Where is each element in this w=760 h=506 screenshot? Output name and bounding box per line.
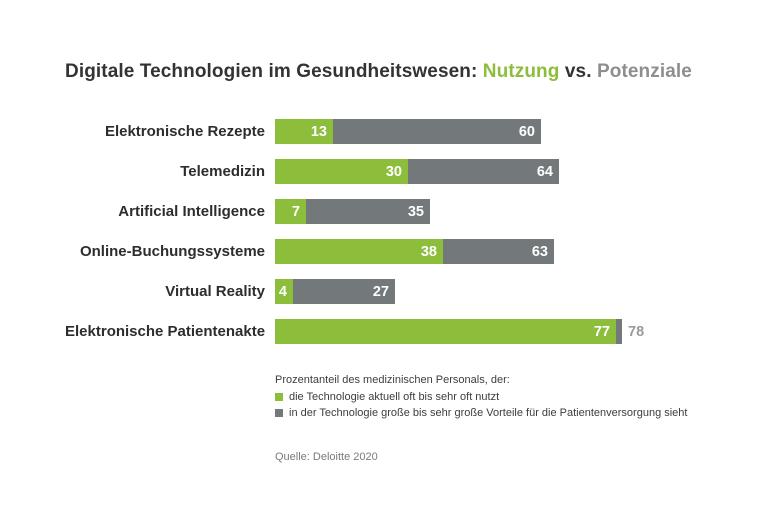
bar-track: 77 78 [275,319,644,344]
potential-value-label-outside: 78 [628,323,645,340]
bar-row: Elektronische Patientenakte 77 78 [65,319,644,344]
usage-bar-segment: 4 [275,279,293,304]
bar-track: 30 64 [275,159,559,184]
bar-row: Elektronische Rezepte 13 60 [65,119,644,144]
bar-track: 4 27 [275,279,395,304]
category-label: Virtual Reality [165,283,265,300]
potential-legend-swatch [275,409,283,417]
potential-bar-segment [616,319,622,344]
bar-chart: Elektronische Rezepte 13 60 Telemedizin 30 64… [65,119,644,359]
usage-legend-swatch [275,393,283,401]
potential-bar-segment: 27 [293,279,395,304]
usage-bar-segment: 77 [275,319,616,344]
potential-bar-segment: 35 [306,199,430,224]
potential-bar-segment: 60 [333,119,541,144]
category-label: Artificial Intelligence [118,203,265,220]
source-note: Quelle: Deloitte 2020 [275,451,378,463]
bar-row: Virtual Reality 4 27 [65,279,644,304]
usage-bar-segment: 7 [275,199,306,224]
legend-heading: Prozentanteil des medizinischen Personal… [275,374,510,386]
bar-row: Artificial Intelligence 7 35 [65,199,644,224]
bar-row: Online-Buchungssysteme 38 63 [65,239,644,264]
category-label: Online-Buchungssysteme [79,243,265,260]
title-nutzung: Nutzung [482,61,560,82]
potential-bar-segment: 63 [443,239,554,264]
bar-row: Telemedizin 30 64 [65,159,644,184]
category-label: Elektronische Patientenakte [65,323,266,340]
bar-track: 13 60 [275,119,541,144]
legend-label: in der Technologie große bis sehr große … [289,407,688,419]
usage-bar-segment: 30 [275,159,408,184]
legend-label: die Technologie aktuell oft bis sehr oft… [289,391,500,403]
chart-title: Digitale Technologien im Gesundheitswese… [65,61,692,83]
bar-track: 7 35 [275,199,430,224]
title-vs: vs. [559,61,597,82]
legend: Prozentanteil des medizinischen Personal… [275,374,687,419]
usage-bar-segment: 13 [275,119,333,144]
bar-track: 38 63 [275,239,554,264]
title-potenziale: Potenziale [596,61,692,82]
legend-items: die Technologie aktuell oft bis sehr oft… [275,391,687,419]
potential-bar-segment: 64 [408,159,559,184]
legend-item: die Technologie aktuell oft bis sehr oft… [275,391,687,403]
category-label: Telemedizin [180,163,265,180]
usage-bar-segment: 38 [275,239,443,264]
title-prefix: Digitale Technologien im Gesundheitswese… [65,61,483,82]
legend-item: in der Technologie große bis sehr große … [275,407,687,419]
category-label: Elektronische Rezepte [104,123,265,140]
